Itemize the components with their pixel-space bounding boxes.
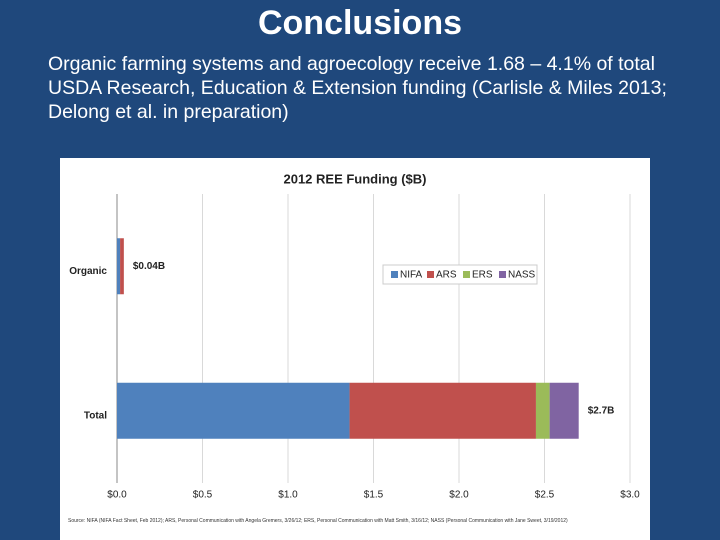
legend-label: NIFA [400, 270, 423, 281]
bar-segment [349, 382, 536, 439]
legend-label: NASS [508, 270, 536, 281]
total-label: $2.7B [588, 405, 615, 416]
x-tick-label: $1.0 [278, 490, 298, 501]
y-tick-label: Organic [69, 266, 107, 277]
bar-segment [117, 382, 350, 439]
bar-segment [549, 382, 579, 439]
legend-swatch [427, 271, 434, 278]
chart-background [60, 158, 650, 540]
x-tick-label: $0.5 [193, 490, 213, 501]
bar-segment [120, 238, 124, 295]
legend-label: ERS [472, 270, 493, 281]
chart: 2012 REE Funding ($B) $0.0 $0.5 $1.0 $1.5 $2… [60, 158, 650, 540]
x-tick-label: $1.5 [364, 490, 384, 501]
x-tick-label: $0.0 [107, 490, 127, 501]
x-tick-label: $2.0 [449, 490, 469, 501]
source-box: Source: NIFA (NIFA Fact Sheet, Feb 2012)… [68, 518, 568, 524]
x-tick-label: $2.5 [535, 490, 555, 501]
slide-title: Conclusions [257, 4, 463, 42]
bar-segment [535, 382, 550, 439]
legend-box [382, 264, 538, 285]
bar-segment [117, 238, 121, 295]
legend-swatch [499, 271, 506, 278]
x-tick-label: $3.0 [620, 490, 640, 501]
legend-swatch [463, 271, 470, 278]
source-note: Source: NIFA (NIFA Fact Sheet, Feb 2012)… [68, 518, 568, 524]
legend-label: ARS [436, 270, 457, 281]
legend-swatch [391, 271, 398, 278]
total-label: $0.04B [133, 261, 165, 272]
chart-title: 2012 REE Funding ($B) [283, 171, 426, 186]
y-tick-label: Total [84, 410, 107, 421]
slide-body: Organic farming systems and agroecology … [48, 53, 667, 123]
